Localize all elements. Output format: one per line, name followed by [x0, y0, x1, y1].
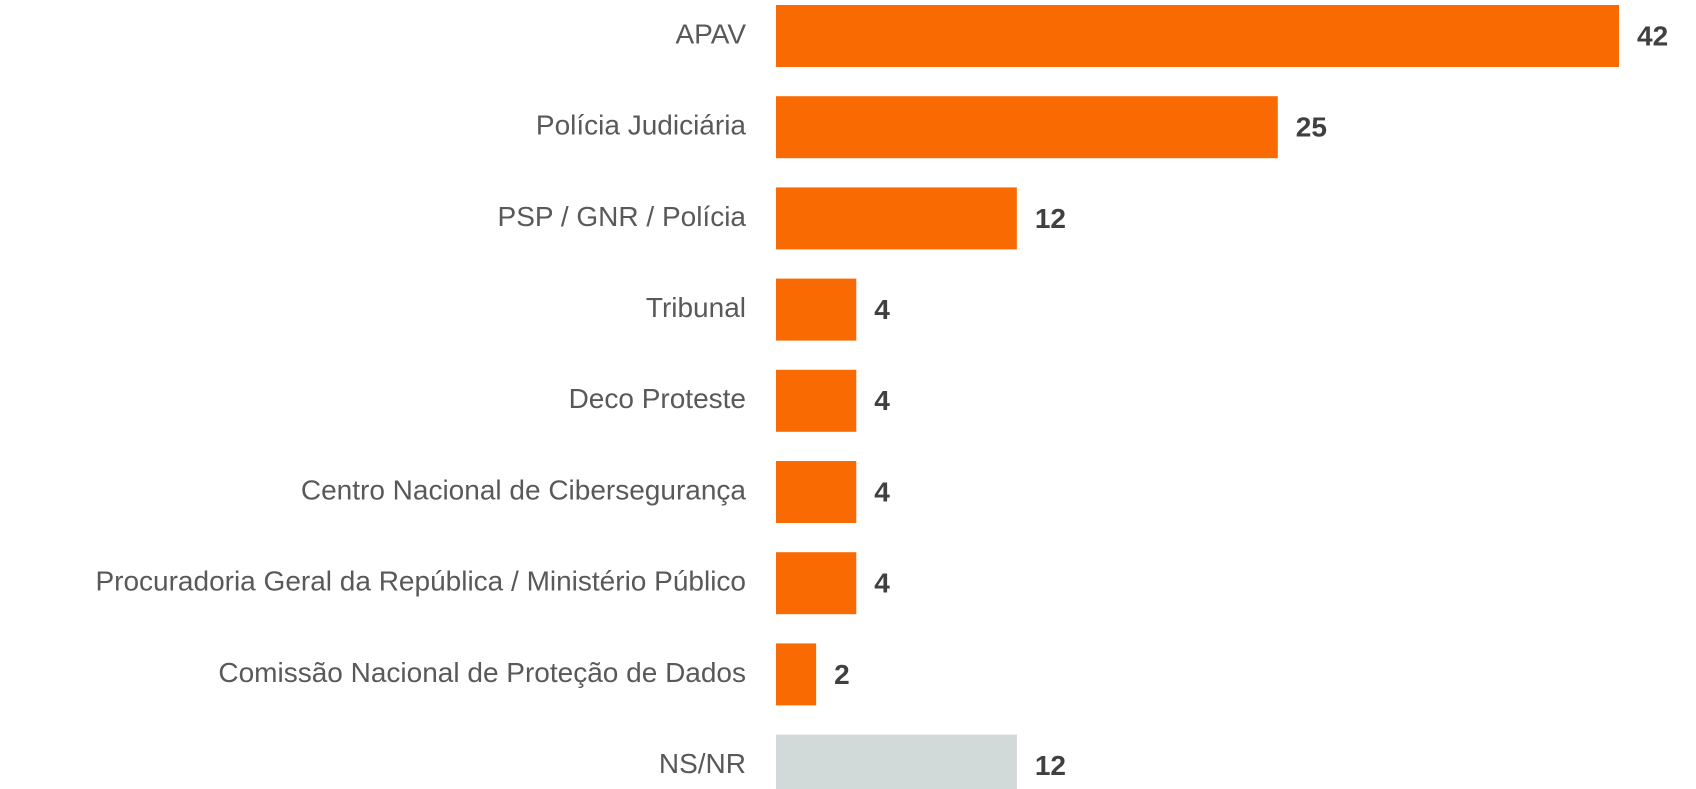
bar [776, 552, 857, 615]
category-label: Polícia Judiciária [536, 110, 747, 141]
category-label: Comissão Nacional de Proteção de Dados [218, 657, 746, 688]
category-label: Tribunal [646, 292, 746, 323]
value-label: 4 [874, 568, 890, 599]
category-label: Centro Nacional de Cibersegurança [301, 474, 747, 505]
value-label: 2 [834, 659, 850, 690]
value-label: 4 [874, 385, 890, 416]
value-label: 4 [874, 294, 890, 325]
bar [776, 734, 1017, 789]
value-label: 4 [874, 476, 890, 507]
category-label: Deco Proteste [569, 383, 746, 414]
bar [776, 96, 1278, 159]
value-label: 12 [1035, 750, 1066, 781]
value-label: 25 [1296, 112, 1327, 143]
bar [776, 5, 1619, 67]
category-label: PSP / GNR / Polícia [498, 201, 747, 232]
bar [776, 461, 857, 523]
bar [776, 369, 857, 432]
bar [776, 643, 817, 706]
category-label: Procuradoria Geral da República / Minist… [95, 566, 746, 597]
bar [776, 187, 1017, 250]
value-label: 42 [1637, 20, 1668, 51]
category-label: APAV [675, 18, 746, 49]
bar [776, 278, 857, 341]
category-label: NS/NR [659, 748, 746, 779]
value-label: 12 [1035, 203, 1066, 234]
